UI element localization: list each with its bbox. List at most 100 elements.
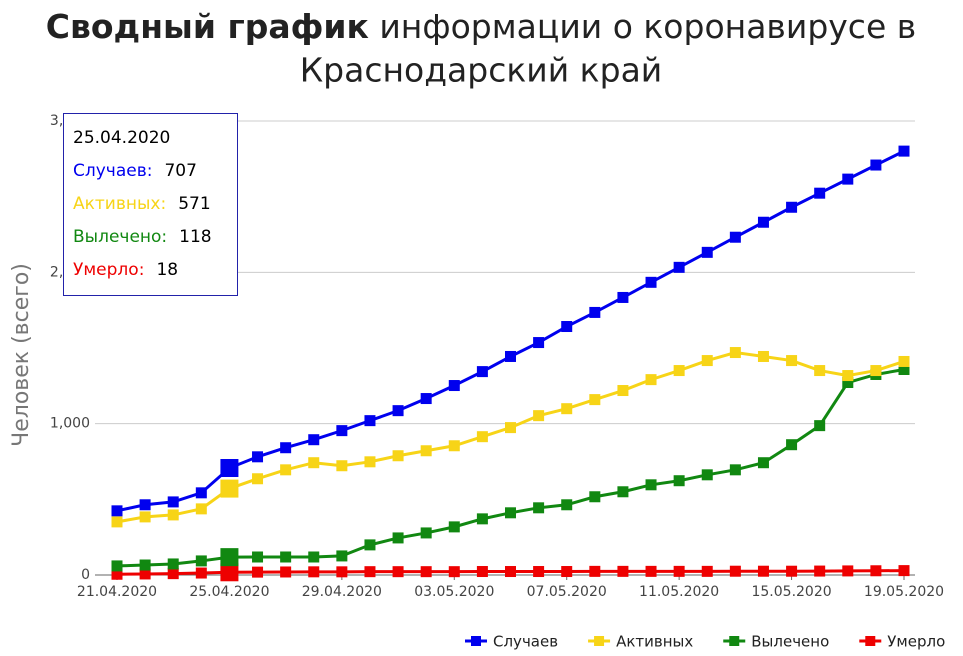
x-tick-label: 21.04.2020 xyxy=(77,584,157,600)
data-point xyxy=(139,499,151,511)
data-point xyxy=(505,350,516,362)
tooltip-label: Случаев: xyxy=(73,161,152,181)
data-point xyxy=(167,496,179,508)
tooltip-box xyxy=(63,113,238,296)
data-point xyxy=(870,365,882,377)
data-point xyxy=(392,405,404,417)
legend-swatch xyxy=(729,636,740,646)
x-tick-label: 29.04.2020 xyxy=(302,584,382,600)
x-tick-label: 19.05.2020 xyxy=(864,584,944,600)
data-point xyxy=(757,457,769,469)
data-point xyxy=(195,487,207,499)
data-point xyxy=(533,410,545,422)
legend: Случаев Активных Вылечено Умерло xyxy=(465,633,945,651)
data-point xyxy=(589,565,601,577)
data-point xyxy=(757,565,769,577)
data-point xyxy=(111,560,123,572)
data-point xyxy=(139,511,151,523)
data-point xyxy=(645,276,657,288)
data-point xyxy=(505,507,516,519)
data-point xyxy=(842,173,854,185)
data-point xyxy=(673,475,685,487)
tooltip-date: 25.04.2020 xyxy=(73,128,170,148)
data-point xyxy=(420,393,432,405)
data-point xyxy=(786,355,798,367)
data-point xyxy=(645,374,657,386)
chart-title: Сводный график информации о коронавирусе… xyxy=(46,7,916,46)
data-point xyxy=(505,422,516,434)
legend-swatch xyxy=(865,636,876,646)
data-point xyxy=(589,394,601,406)
data-point xyxy=(220,548,239,567)
data-point xyxy=(645,479,657,491)
data-point xyxy=(220,563,239,582)
data-point xyxy=(476,566,488,578)
data-point xyxy=(814,365,826,377)
data-point xyxy=(814,420,826,432)
grid: 01,0002,0003,00021.04.202025.04.202029.0… xyxy=(50,113,944,600)
data-point xyxy=(308,566,320,578)
data-point xyxy=(701,246,713,258)
data-point xyxy=(757,350,769,362)
tooltip-value: 18 xyxy=(156,260,178,280)
data-point xyxy=(589,491,601,503)
x-tick-label: 03.05.2020 xyxy=(414,584,494,600)
data-point xyxy=(392,566,404,578)
data-point xyxy=(252,473,264,485)
data-point xyxy=(589,306,601,318)
data-point xyxy=(729,231,741,243)
data-point xyxy=(195,567,207,579)
data-point xyxy=(448,521,460,533)
data-point xyxy=(729,347,741,359)
title-bold: Сводный график xyxy=(46,7,369,46)
data-point xyxy=(701,355,713,367)
data-point xyxy=(476,431,488,443)
data-point xyxy=(220,479,239,498)
data-point xyxy=(757,216,769,228)
data-point xyxy=(420,527,432,539)
data-point xyxy=(392,532,404,544)
tooltip-value: 571 xyxy=(178,194,210,214)
data-point xyxy=(814,187,826,199)
data-point xyxy=(561,566,573,578)
data-point xyxy=(167,509,179,521)
data-point xyxy=(280,566,292,578)
data-point xyxy=(195,555,207,567)
data-point xyxy=(308,551,320,563)
data-point xyxy=(842,377,854,389)
data-point xyxy=(786,201,798,213)
data-point xyxy=(814,565,826,577)
title-rest: информации о коронавирусе в xyxy=(379,7,916,46)
data-point xyxy=(448,440,460,452)
data-point xyxy=(701,469,713,481)
data-point xyxy=(336,550,348,562)
tooltip-label: Вылечено: xyxy=(73,227,167,247)
tooltip-label: Умерло: xyxy=(73,260,144,280)
legend-label: Активных xyxy=(616,633,693,651)
data-point xyxy=(392,450,404,462)
x-tick-label: 11.05.2020 xyxy=(639,584,719,600)
data-point xyxy=(533,502,545,514)
data-point xyxy=(533,566,545,578)
data-point xyxy=(476,366,488,378)
data-point xyxy=(195,503,207,515)
data-point xyxy=(167,558,179,570)
data-point xyxy=(673,261,685,273)
data-point xyxy=(364,539,376,551)
legend-label: Умерло xyxy=(887,633,945,651)
data-point xyxy=(420,566,432,578)
data-point xyxy=(420,445,432,457)
data-point xyxy=(308,434,320,446)
data-point xyxy=(729,464,741,476)
x-tick-label: 15.05.2020 xyxy=(751,584,831,600)
data-point xyxy=(842,370,854,382)
x-tick-label: 25.04.2020 xyxy=(189,584,269,600)
data-point xyxy=(701,565,713,577)
data-point xyxy=(870,565,882,577)
data-point xyxy=(898,565,910,577)
data-point xyxy=(308,457,320,469)
data-point xyxy=(617,291,629,303)
data-point xyxy=(111,516,123,528)
data-point xyxy=(111,568,123,580)
